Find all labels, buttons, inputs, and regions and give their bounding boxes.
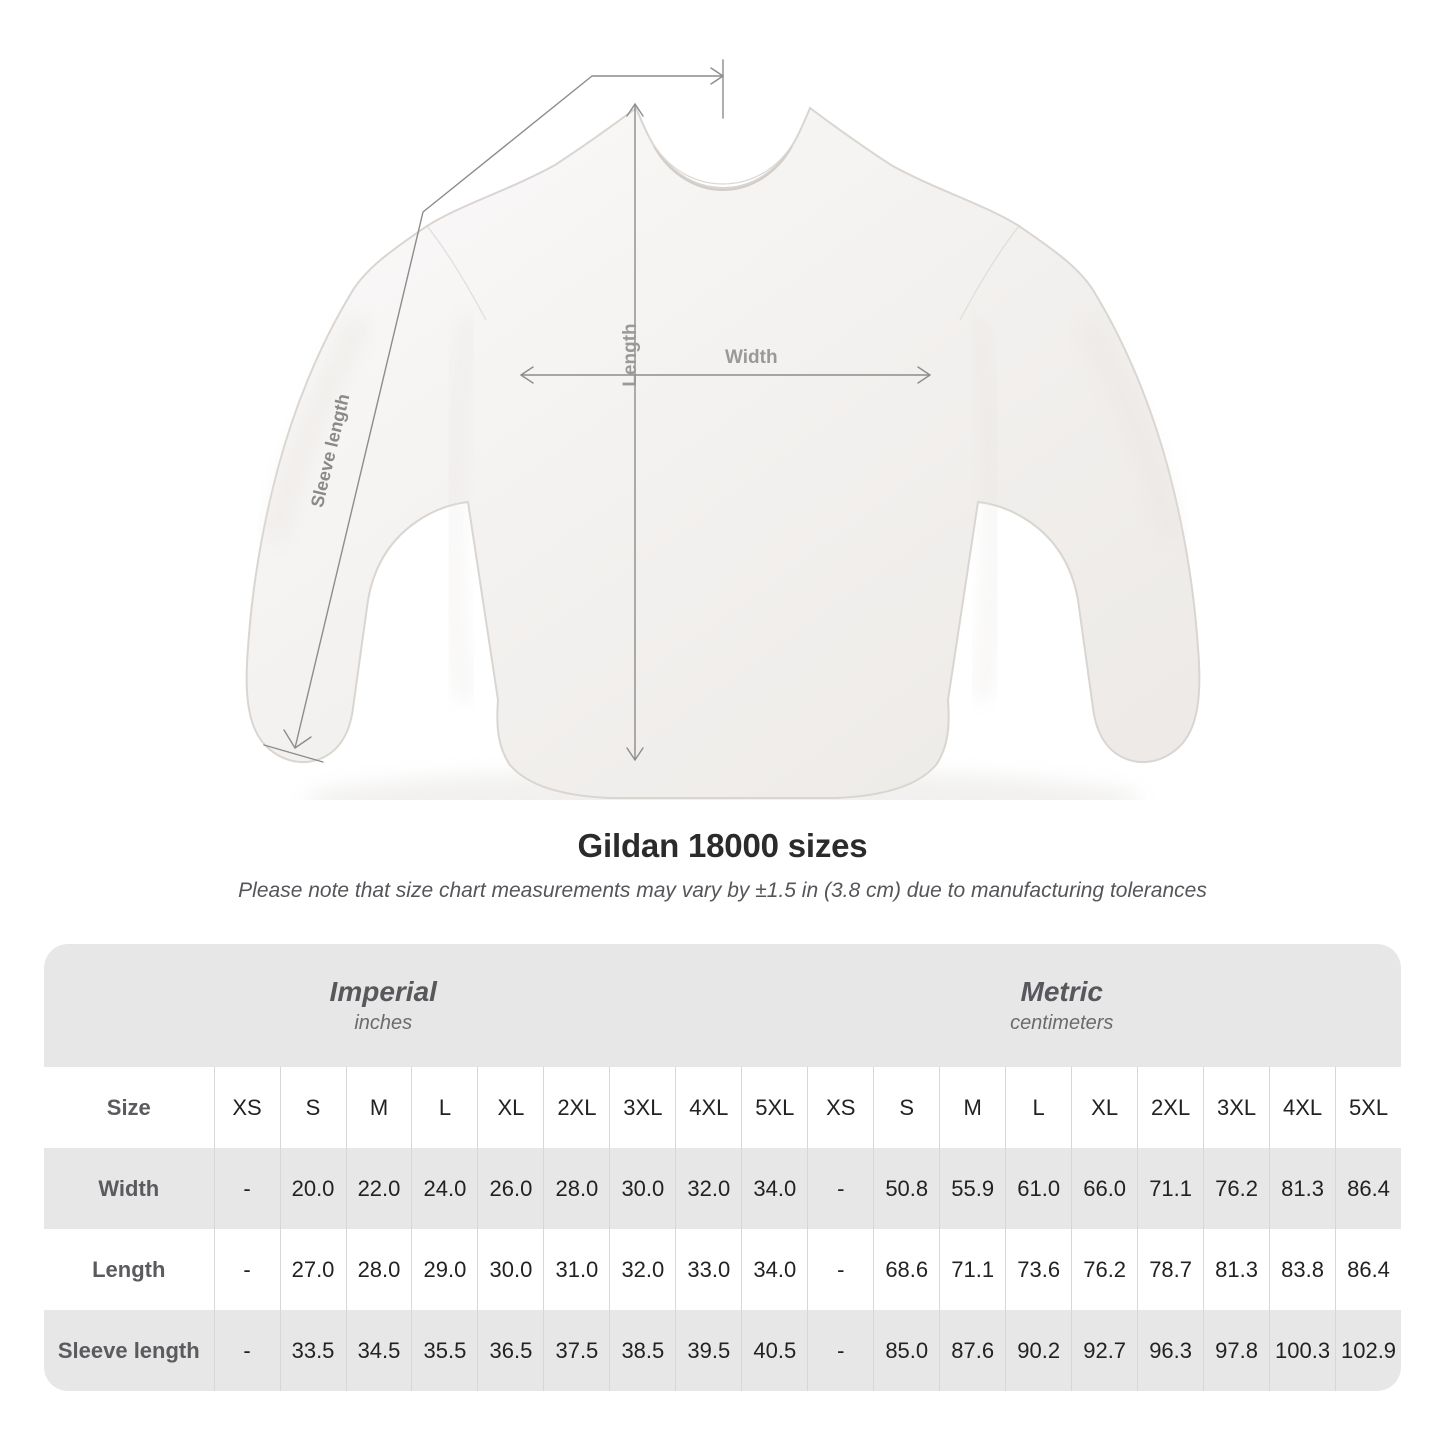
svg-text:Length: Length	[620, 323, 641, 386]
svg-text:Width: Width	[725, 347, 778, 368]
